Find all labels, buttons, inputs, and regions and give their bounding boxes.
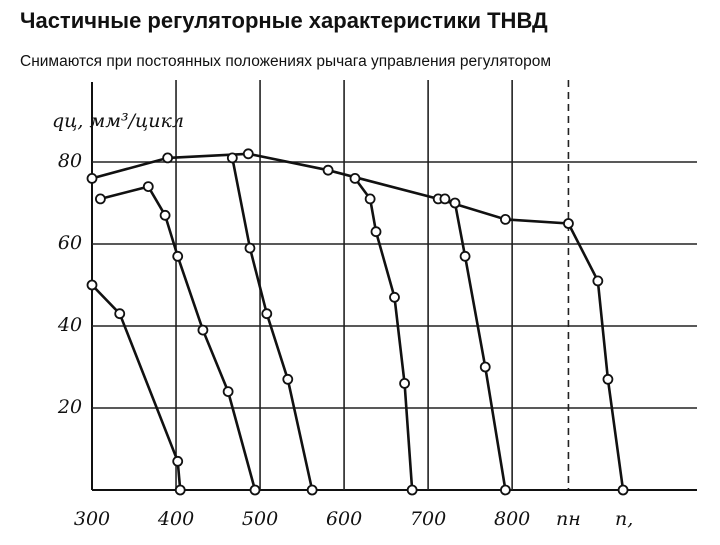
- subtitle: Снимаются при постоянных положениях рыча…: [20, 53, 551, 70]
- data-point: [617, 484, 629, 496]
- data-point: [592, 275, 604, 287]
- y-tick-label: 20: [57, 396, 82, 418]
- data-point: [364, 193, 376, 205]
- data-point: [370, 226, 382, 238]
- data-point: [174, 484, 186, 496]
- x-tick-label: 400: [157, 508, 194, 530]
- data-point: [399, 377, 410, 389]
- data-point: [500, 213, 511, 225]
- data-point: [563, 218, 574, 229]
- data-point: [322, 164, 334, 176]
- x-axis-label: n,: [615, 508, 633, 530]
- data-point: [242, 148, 254, 160]
- data-point: [86, 279, 98, 291]
- x-tick-label: 300: [74, 508, 110, 530]
- data-point: [86, 172, 98, 184]
- series-line: [91, 152, 625, 491]
- data-point: [142, 181, 154, 193]
- series-line: [91, 284, 182, 491]
- y-tick-label: 40: [57, 314, 82, 336]
- data-point: [172, 455, 184, 467]
- data-point: [244, 242, 256, 254]
- series-line: [231, 157, 314, 491]
- title: Частичные регуляторные характеристики ТН…: [20, 8, 548, 33]
- data-point: [249, 484, 261, 496]
- data-point: [459, 250, 471, 262]
- data-point: [479, 361, 491, 373]
- series-line: [444, 197, 507, 491]
- data-point: [114, 308, 126, 320]
- x-tick-label: 500: [242, 508, 278, 530]
- data-point: [222, 386, 234, 398]
- data-point: [449, 197, 461, 209]
- data-point: [226, 152, 238, 164]
- data-point: [197, 324, 209, 336]
- data-point: [261, 308, 273, 320]
- y-axis-label: qц, мм³/цикл: [52, 110, 184, 132]
- series-line: [100, 185, 257, 491]
- x-tick-label: 600: [326, 508, 362, 530]
- y-tick-label: 80: [58, 150, 82, 172]
- data-point: [95, 193, 106, 205]
- data-point: [306, 484, 318, 496]
- data-point: [602, 373, 614, 385]
- data-point: [282, 373, 294, 385]
- data-point: [349, 172, 361, 184]
- data-point: [406, 484, 418, 496]
- y-tick-label: 60: [58, 232, 82, 254]
- data-point: [159, 209, 171, 221]
- data-point: [389, 291, 400, 303]
- data-point: [162, 152, 174, 164]
- x-tick-label: 800: [494, 508, 530, 530]
- x-tick-label: nн: [556, 508, 581, 530]
- data-point: [172, 250, 184, 262]
- data-point: [500, 484, 511, 496]
- data-point: [439, 193, 451, 205]
- series-line: [353, 177, 414, 491]
- x-tick-label: 700: [410, 508, 446, 530]
